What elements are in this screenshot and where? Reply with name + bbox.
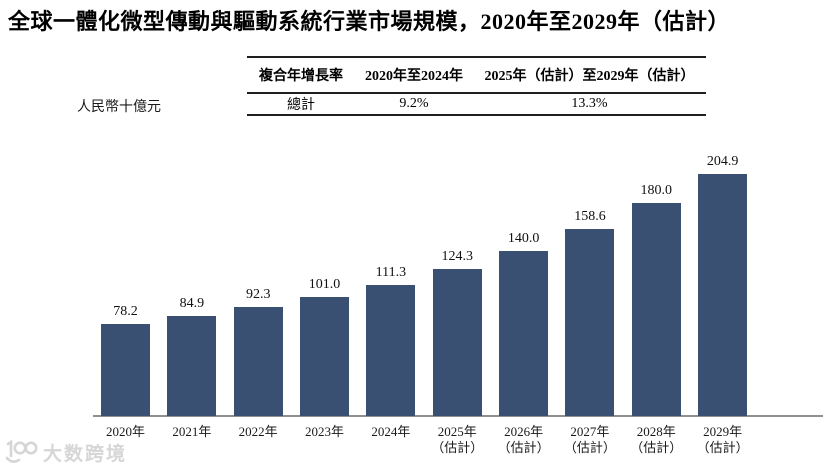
cagr-table: 複合年增長率 2020年至2024年 2025年（估計）至2029年（估計） 總… <box>247 56 706 116</box>
watermark-text: 大数跨境 <box>43 444 128 465</box>
table-rule-bottom <box>247 114 706 116</box>
x-axis-line <box>93 415 823 417</box>
bar-value-label: 124.3 <box>441 249 474 264</box>
x-axis-label: 2020年 <box>105 424 145 439</box>
bar <box>233 307 283 416</box>
bar-chart: 78.2 84.9 92.3 101.0 111.3 124.3 140.0 158.6 180… <box>93 140 823 417</box>
table-header-row: 複合年增長率 2020年至2024年 2025年（估計）至2029年（估計） <box>247 58 706 92</box>
table-row-label: 總計 <box>287 98 315 113</box>
bar <box>698 174 748 416</box>
bar-value-label: 180.0 <box>640 183 673 198</box>
table-header-metric: 複合年增長率 <box>259 69 343 84</box>
page-title: 全球一體化微型傳動與驅動系統行業市場規模，2020年至2029年（估計） <box>8 9 731 34</box>
y-axis-unit-label: 人民幣十億元 <box>77 100 161 115</box>
bar <box>366 285 416 416</box>
table-rule-top <box>247 56 706 58</box>
x-axis-label: 2027年 （估計） <box>563 424 616 455</box>
bar-value-label: 158.6 <box>574 209 606 224</box>
table-rule-middle <box>247 92 706 94</box>
bar <box>167 316 217 416</box>
x-axis-label: 2029年 （估計） <box>696 424 749 455</box>
bar <box>565 229 615 416</box>
bar-value-label: 92.3 <box>245 287 271 302</box>
bar-value-label: 78.2 <box>113 304 138 319</box>
bar <box>631 203 681 416</box>
x-axis-label: 2028年 （估計） <box>630 424 683 455</box>
bar-value-label: 111.3 <box>375 265 407 280</box>
x-axis-label: 2023年 <box>305 424 345 439</box>
bar-value-label: 84.9 <box>179 296 205 311</box>
bar <box>101 324 150 416</box>
table-cagr-value-1: 9.2% <box>399 96 429 111</box>
x-axis-labels: 2020年 2021年 2022年 2023年 2024年 2025年 （估計） 2026年（… <box>93 422 823 462</box>
table-data-row: 總計 9.2% 13.3% <box>247 94 706 114</box>
bar-value-label: 140.0 <box>507 231 540 246</box>
x-axis-label: 2025年 （估計） <box>431 424 484 455</box>
dashu-kuajing-logo-icon <box>5 439 38 463</box>
table-header-period-2: 2025年（估計）至2029年（估計） <box>484 69 695 84</box>
bar <box>499 251 549 416</box>
table-cagr-value-2: 13.3% <box>571 96 608 111</box>
x-axis-label: 2021年 <box>172 424 212 439</box>
x-axis-label: 2026年 （估計） <box>497 424 550 455</box>
bar-value-label: 204.9 <box>706 154 739 169</box>
bar <box>300 297 350 416</box>
table-header-period-1: 2020年至2024年 <box>365 69 463 84</box>
bar <box>432 269 482 416</box>
bar-value-label: 101.0 <box>308 277 341 292</box>
x-axis-label: 2024年 <box>371 424 411 439</box>
watermark: 大数跨境 <box>4 439 127 466</box>
x-axis-label: 2022年 <box>238 424 278 439</box>
